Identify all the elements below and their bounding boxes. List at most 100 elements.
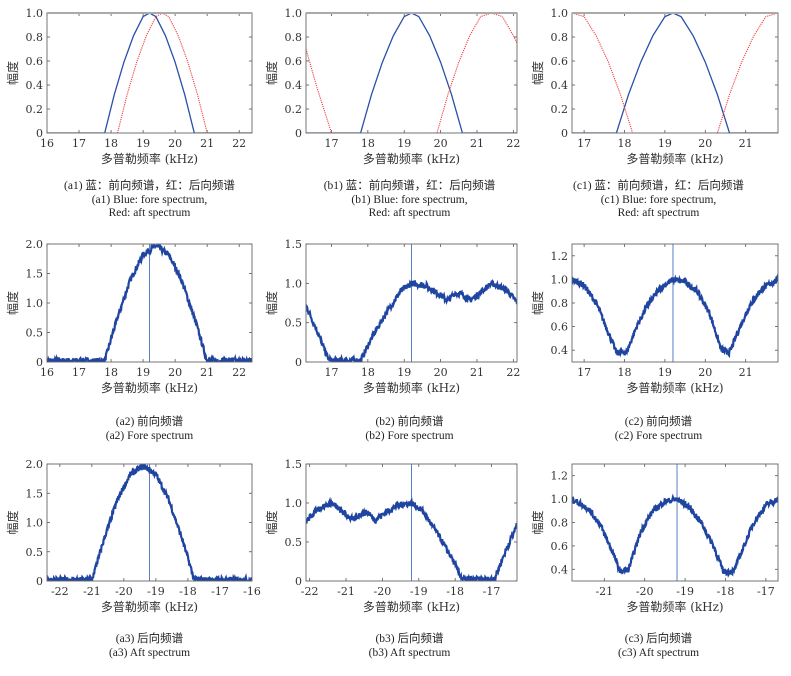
y-tick-label: 1.0 [285,497,303,510]
axes-frame [571,463,779,582]
subplot-b3: -22 -21 -20 -19 -18 -17 0 0.5 1.0 1.5 多普勒频率 (kHz) 幅… [264,458,518,614]
x-tick-label: -16 [243,585,261,598]
y-tick-label: 0.5 [26,327,44,340]
series-fore-line [306,279,517,362]
y-tick-label: 1.2 [551,250,569,263]
x-tick-label: -20 [636,585,654,598]
subplot-c2: 17 18 19 20 21 0.4 0.6 0.8 1.0 1.2 多普勒频率 (kHz) 幅度 [530,243,779,395]
x-tick-label: 21 [739,366,753,379]
x-tick-label: 17 [324,366,338,379]
axes-frame [46,243,253,363]
subplot-caption-a3: (a3) 后向频谱 (a3) Aft spectrum [18,633,281,660]
x-tick-label: 22 [232,137,246,150]
y-axis-label: 幅度 [264,510,279,534]
x-tick-label: 21 [739,137,753,150]
x-tick-label: -19 [676,585,694,598]
caption-line: (c2) 前向频谱 [624,416,693,428]
axes-frame [305,12,518,134]
y-tick-label: 0 [295,575,302,588]
x-tick-label: -17 [483,585,501,598]
caption-line: (b3) 后向频谱 [375,633,444,645]
y-tick-label: 0 [36,127,43,140]
x-tick-label: -18 [717,585,735,598]
subplot-c3: -21 -20 -19 -18 -17 0.4 0.6 0.8 1.0 1.2 多普勒频率 (kHz… [530,463,779,614]
subplot-a2: 16 17 18 19 20 21 22 0 0.5 1.0 1.5 2.0 多普勒频率 (kHz) 幅度 [5,238,253,395]
x-tick-label: 21 [200,137,214,150]
x-axis-label: 多普勒频率 (kHz) [626,151,723,166]
caption-line: (a3) Aft spectrum [108,646,191,659]
x-tick-label: 21 [470,366,484,379]
x-tick-label: 22 [232,366,246,379]
y-tick-label: 0.6 [551,55,569,68]
x-axis-label: 多普勒频率 (kHz) [101,599,198,614]
y-tick-label: 0.8 [285,31,303,44]
subplot-a1: 16 17 18 19 20 21 22 0 0.2 0.4 0.6 0.8 1.0 多普勒频率 (kHz… [5,7,253,166]
x-axis-label: 多普勒频率 (kHz) [363,380,460,395]
caption-line: (c1) 蓝：前向频谱，红：后向频谱 [573,180,744,192]
caption-line: Red: aft spectrum [108,207,191,219]
subplot-caption-b1: (b1) 蓝：前向频谱，红：后向频谱 (b1) Blue: fore spectr… [278,180,541,221]
y-axis-label: 幅度 [264,61,279,85]
caption-line: (c3) 后向频谱 [624,633,693,645]
subplot-caption-a1: (a1) 蓝：前向频谱，红：后向频谱 (a1) Blue: fore spectr… [18,180,281,221]
caption-line: (b2) 前向频谱 [375,416,444,428]
axes-frame [46,12,253,134]
y-tick-label: 1.0 [551,7,569,20]
caption-line: (a3) 后向频谱 [115,633,184,645]
x-tick-label: 18 [618,366,632,379]
y-tick-label: 0.6 [551,540,569,553]
x-tick-label: -19 [410,585,428,598]
caption-line: (c2) Fore spectrum [614,429,703,442]
y-tick-label: 0.8 [26,31,44,44]
y-tick-label: 0.4 [285,79,303,92]
y-tick-label: 1.0 [26,7,44,20]
x-tick-label: 17 [577,366,591,379]
y-tick-label: 0.6 [285,55,303,68]
axes-frame [305,463,518,582]
y-tick-label: 0 [295,356,302,369]
caption-line: (b2) Fore spectrum [365,429,454,442]
x-tick-label: 20 [168,137,182,150]
y-axis-label: 幅度 [264,291,279,315]
series-aft-line [572,13,778,133]
y-axis-label: 幅度 [530,510,545,534]
subplot-b2: 17 18 19 20 21 22 0 0.5 1.0 1.5 多普勒频率 (kHz) 幅度 [264,238,520,395]
y-tick-label: 1.0 [26,517,44,530]
y-tick-label: 0.4 [551,344,569,357]
x-tick-label: 17 [324,137,338,150]
series-aft-line [47,13,252,133]
y-tick-label: 0.8 [551,31,569,44]
series-aft-line [572,493,778,578]
x-tick-label: 18 [104,137,118,150]
y-tick-label: 1.2 [551,470,569,483]
y-tick-label: 1.5 [26,268,44,281]
y-tick-label: 0 [561,127,568,140]
y-tick-label: 0.2 [285,103,303,116]
x-tick-label: 22 [506,366,520,379]
y-tick-label: 0.6 [26,55,44,68]
y-tick-label: 2.0 [26,458,44,471]
y-tick-label: 0.2 [26,103,44,116]
y-axis-label: 幅度 [530,291,545,315]
y-tick-label: 0.4 [551,563,569,576]
x-axis-label: 多普勒频率 (kHz) [626,380,723,395]
x-tick-label: -18 [446,585,464,598]
x-tick-label: 17 [72,366,86,379]
x-tick-label: 17 [577,137,591,150]
x-tick-label: 20 [168,366,182,379]
x-tick-label: -21 [595,585,613,598]
caption-line: (a2) 前向频谱 [115,416,184,428]
caption-line: (c1) Blue: fore spectrum, [600,193,717,206]
series-fore-line [47,13,252,133]
caption-line: Red: aft spectrum [368,207,451,219]
x-axis-label: 多普勒频率 (kHz) [101,151,198,166]
x-tick-label: -20 [115,585,133,598]
x-tick-label: 19 [658,366,672,379]
y-tick-label: 1.5 [285,238,303,251]
y-axis-label: 幅度 [530,61,545,85]
caption-line: (a1) Blue: fore spectrum, [91,193,208,206]
y-tick-label: 0.6 [551,321,569,334]
subplot-caption-b2: (b2) 前向频谱 (b2) Fore spectrum [278,416,541,443]
y-tick-label: 0.5 [285,536,303,549]
